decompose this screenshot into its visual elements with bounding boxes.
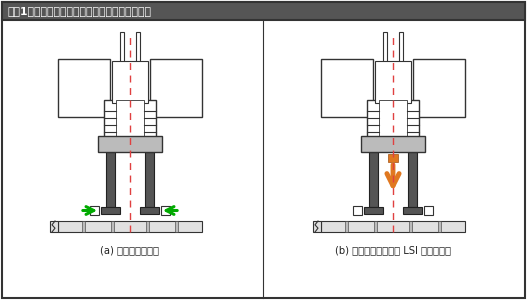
Text: (b) リード部成形後に LSI を自動挙入: (b) リード部成形後に LSI を自動挙入 (335, 245, 451, 255)
Bar (106, 152, 115, 207)
Bar (403, 207, 422, 214)
Bar (375, 61, 411, 103)
Bar (321, 221, 465, 232)
Bar (90, 206, 99, 215)
Bar (367, 100, 419, 138)
Bar (321, 59, 373, 117)
Bar (383, 32, 387, 62)
Bar (374, 221, 377, 232)
Bar (82, 221, 85, 232)
Bar (409, 221, 412, 232)
Bar (58, 221, 202, 232)
Bar (98, 136, 162, 152)
Bar (140, 207, 159, 214)
Bar (313, 221, 321, 232)
Bar (111, 221, 114, 232)
Bar (50, 221, 58, 232)
Text: (a) リード部の成形: (a) リード部の成形 (101, 245, 160, 255)
Bar (379, 100, 407, 138)
Bar (345, 221, 348, 232)
Bar (136, 32, 140, 62)
Bar (361, 136, 425, 152)
Text: 『図1』複数軸を持つ電子部品の自動挙入の事例: 『図1』複数軸を持つ電子部品の自動挙入の事例 (7, 6, 151, 16)
Bar (364, 207, 383, 214)
Bar (150, 59, 202, 117)
Bar (104, 100, 156, 138)
Bar (408, 152, 417, 207)
Bar (2, 2, 525, 20)
Bar (112, 61, 148, 103)
Bar (388, 154, 398, 162)
Bar (145, 152, 154, 207)
Bar (424, 206, 433, 215)
Bar (161, 206, 170, 215)
Bar (369, 152, 378, 207)
Bar (353, 206, 362, 215)
Bar (399, 32, 403, 62)
Bar (58, 59, 110, 117)
Bar (101, 207, 120, 214)
Bar (174, 221, 178, 232)
Bar (437, 221, 441, 232)
Bar (120, 32, 124, 62)
Bar (116, 100, 144, 138)
Bar (146, 221, 149, 232)
Bar (413, 59, 465, 117)
